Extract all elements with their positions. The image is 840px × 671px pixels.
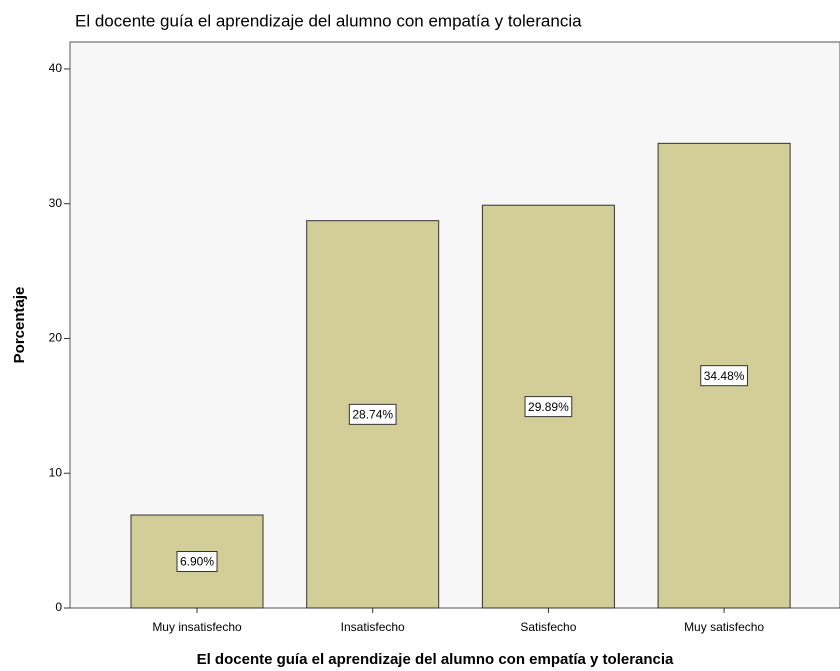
- value-label: 29.89%: [528, 400, 569, 414]
- x-tick-label: Muy satisfecho: [684, 620, 764, 634]
- x-axis-label: El docente guía el aprendizaje del alumn…: [197, 651, 674, 668]
- value-label: 28.74%: [352, 408, 393, 422]
- chart-title: El docente guía el aprendizaje del alumn…: [75, 11, 582, 30]
- y-tick-label: 40: [49, 61, 63, 75]
- x-tick-label: Satisfecho: [520, 620, 576, 634]
- x-tick-label: Insatisfecho: [341, 620, 405, 634]
- value-label: 34.48%: [704, 369, 745, 383]
- value-label-box: [176, 551, 218, 573]
- y-tick-label: 30: [49, 196, 63, 210]
- value-label-box: [700, 365, 748, 387]
- y-tick-label: 0: [55, 600, 62, 614]
- x-tick-label: Muy insatisfecho: [152, 620, 242, 634]
- value-label: 6.90%: [180, 555, 214, 569]
- value-label-box: [348, 403, 397, 425]
- y-tick-label: 20: [49, 331, 63, 345]
- value-label-box: [524, 396, 573, 418]
- y-axis-label: Porcentaje: [11, 287, 28, 364]
- y-tick-label: 10: [49, 465, 63, 479]
